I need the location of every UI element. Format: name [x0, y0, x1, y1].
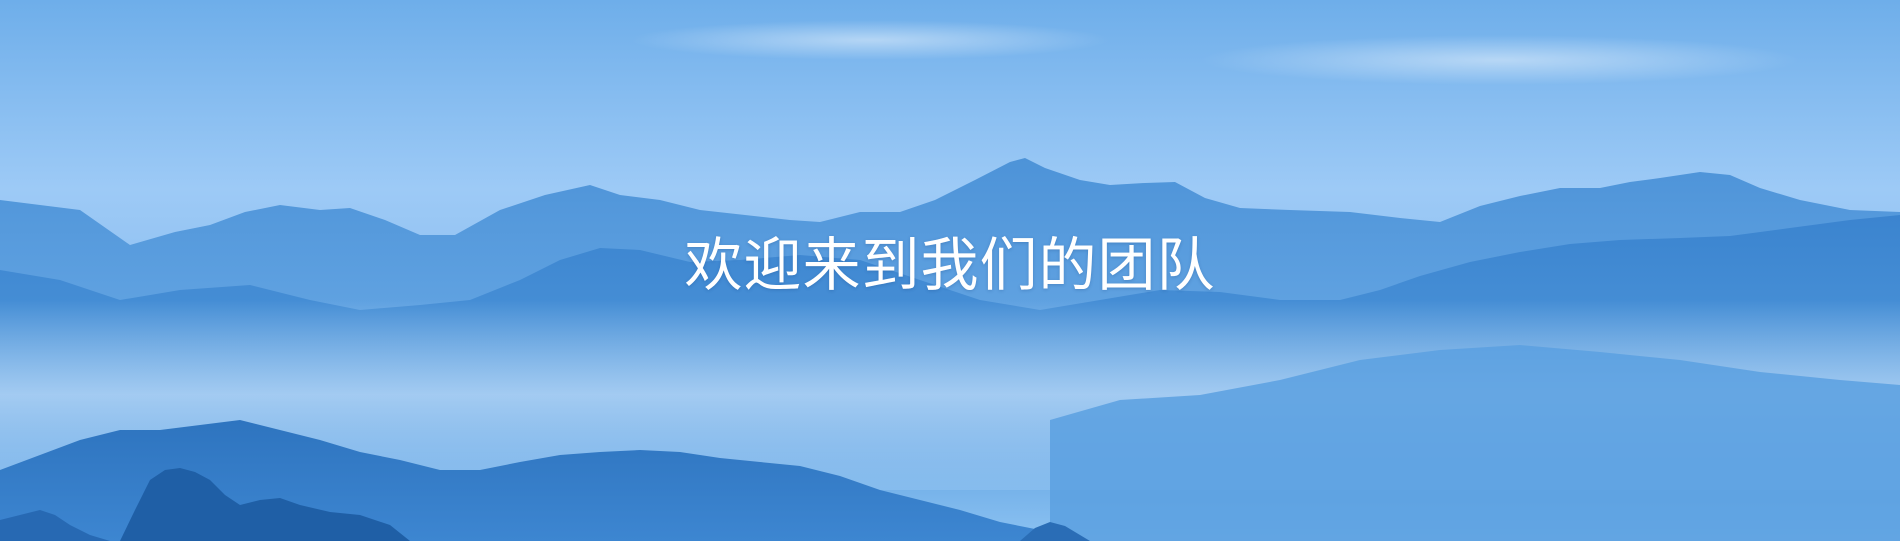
banner-headline: 欢迎来到我们的团队: [684, 231, 1216, 299]
